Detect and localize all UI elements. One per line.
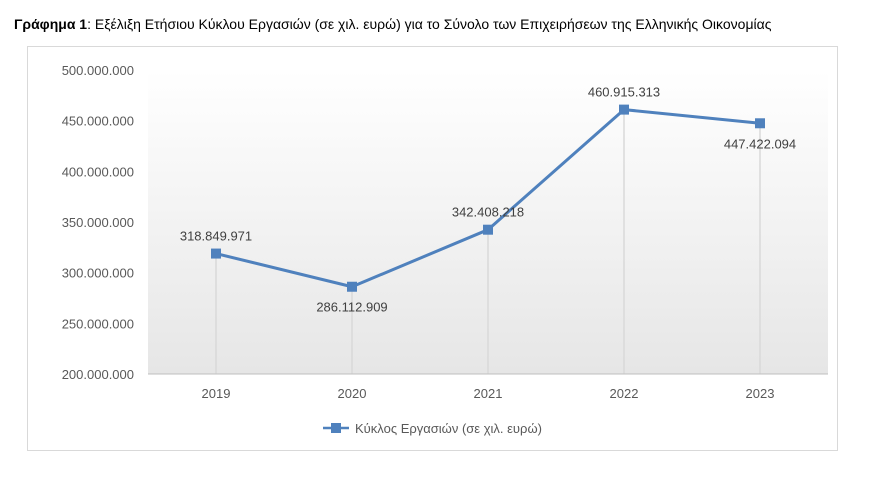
x-tick-label: 2020 — [338, 386, 367, 401]
chart-frame — [27, 46, 838, 451]
x-tick-label: 2022 — [610, 386, 639, 401]
legend-label: Κύκλος Εργασιών (σε χιλ. ευρώ) — [355, 421, 542, 436]
x-tick-label: 2023 — [746, 386, 775, 401]
x-tick-label: 2021 — [474, 386, 503, 401]
data-point — [619, 104, 629, 115]
y-tick-label: 250.000.000 — [62, 316, 134, 331]
y-tick-label: 200.000.000 — [62, 367, 134, 382]
data-label: 460.915.313 — [588, 85, 660, 100]
y-tick-label: 400.000.000 — [62, 164, 134, 179]
y-tick-label: 350.000.000 — [62, 215, 134, 230]
data-label: 447.422.094 — [724, 136, 796, 151]
data-point — [483, 224, 493, 235]
chart-caption: Γράφημα 1: Εξέλιξη Ετήσιου Κύκλου Εργασι… — [14, 16, 771, 32]
data-label: 342.408.218 — [452, 205, 524, 220]
data-point — [347, 281, 357, 292]
y-tick-label: 450.000.000 — [62, 114, 134, 129]
y-tick-label: 500.000.000 — [62, 63, 134, 78]
data-point — [211, 248, 221, 259]
x-tick-label: 2019 — [202, 386, 231, 401]
caption-bold: Γράφημα 1 — [14, 16, 88, 32]
caption-text: : Εξέλιξη Ετήσιου Κύκλου Εργασιών (σε χι… — [87, 16, 772, 32]
legend-marker — [331, 423, 341, 433]
legend: Κύκλος Εργασιών (σε χιλ. ευρώ) — [323, 421, 542, 436]
data-point — [755, 118, 765, 129]
data-label: 286.112.909 — [316, 300, 387, 315]
y-tick-label: 300.000.000 — [62, 266, 134, 281]
data-label: 318.849.971 — [180, 229, 252, 244]
